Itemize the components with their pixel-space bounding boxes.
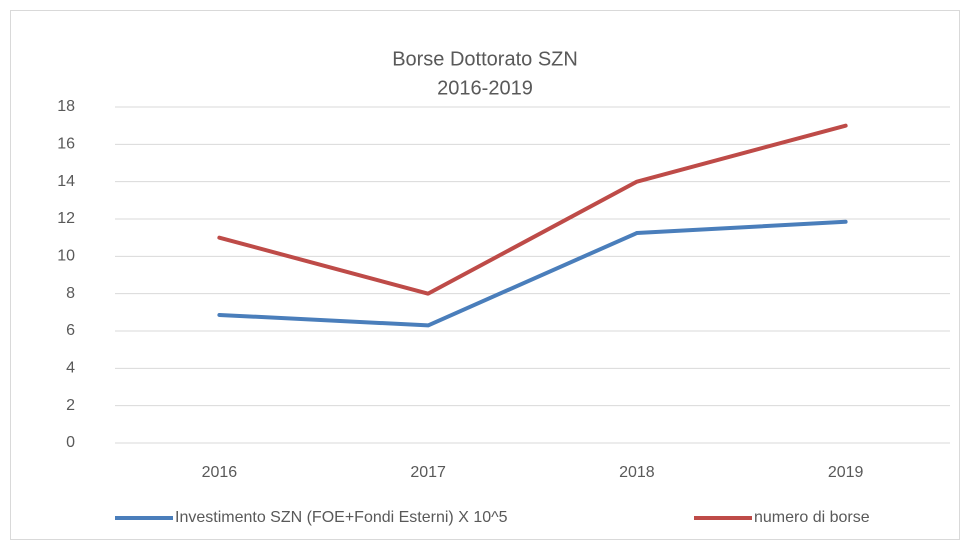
- y-tick-label: 0: [66, 434, 75, 451]
- data-line: [217, 123, 848, 296]
- y-tick-label: 4: [66, 360, 75, 377]
- y-tick-label: 18: [57, 98, 75, 115]
- y-tick-label: 8: [66, 285, 75, 302]
- chart-border: [10, 10, 960, 540]
- y-tick-label: 2: [66, 397, 75, 414]
- legend-label: Investimento SZN (FOE+Fondi Esterni) X 1…: [175, 509, 508, 526]
- chart-title: Borse Dottorato SZN: [392, 48, 578, 70]
- legend-label: numero di borse: [754, 509, 870, 526]
- x-tick-label: 2018: [619, 464, 655, 481]
- x-tick-label: 2019: [828, 464, 864, 481]
- y-tick-label: 6: [66, 322, 75, 339]
- data-line: [217, 219, 848, 328]
- y-tick-label: 14: [57, 173, 75, 190]
- y-tick-label: 12: [57, 210, 75, 227]
- chart-subtitle: 2016-2019: [437, 77, 533, 99]
- x-tick-label: 2016: [202, 464, 238, 481]
- y-tick-label: 16: [57, 136, 75, 153]
- x-tick-label: 2017: [410, 464, 446, 481]
- y-tick-label: 10: [57, 248, 75, 265]
